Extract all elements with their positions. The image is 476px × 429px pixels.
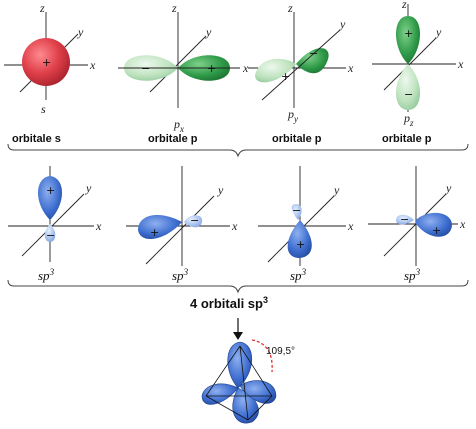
sp3-large-lobe	[38, 176, 62, 220]
sp3-orbital-1-panel: + − y x	[8, 166, 102, 262]
y-axis-label: y	[333, 183, 340, 197]
z-axis-label: z	[171, 1, 177, 15]
minus-sign: −	[400, 213, 409, 226]
x-axis-label: x	[347, 61, 354, 75]
px-orbital-panel: − + z y x px	[118, 1, 249, 134]
py-orbital-panel: − + z y x py	[248, 1, 354, 124]
plus-sign: +	[207, 62, 216, 75]
plus-sign: +	[404, 27, 413, 40]
sp3-orbital-2-panel: + − y x	[126, 166, 238, 266]
py-negative-lobe	[296, 48, 329, 74]
bond-angle-arc	[251, 339, 273, 373]
summary-title: 4 orbitali sp3	[190, 295, 268, 311]
sp3-orbital-4-panel: + − y x	[368, 166, 466, 266]
minus-sign: −	[309, 47, 318, 60]
top-brace	[7, 143, 469, 158]
y-axis-label: y	[217, 183, 224, 197]
z-axis-label: z	[401, 0, 407, 11]
minus-sign: −	[141, 62, 150, 75]
pz-negative-lobe	[396, 64, 420, 110]
x-axis-label: x	[89, 58, 96, 72]
down-arrow	[233, 318, 243, 340]
sp3-label-2: sp3	[172, 267, 189, 283]
y-axis-label: y	[445, 181, 452, 195]
minus-sign: −	[46, 229, 55, 242]
sp3-label-3: sp3	[290, 267, 307, 283]
sp3-small-lobe	[44, 224, 56, 242]
x-axis-label: x	[459, 217, 466, 231]
y-axis-label: y	[435, 25, 442, 39]
minus-sign: −	[190, 214, 199, 227]
z-axis-label: z	[39, 1, 45, 15]
sp3-orbital-3-panel: + − y x	[258, 166, 354, 266]
sp3-large-lobe	[287, 220, 312, 258]
sp3-label-4: sp3	[404, 267, 421, 283]
x-axis-label: x	[231, 219, 238, 233]
orbital-subscript-py: py	[287, 107, 298, 124]
plus-sign: +	[432, 224, 441, 237]
z-axis-label: z	[287, 1, 293, 15]
minus-sign: −	[292, 204, 301, 217]
sp3-large-lobe	[138, 215, 182, 240]
sp3-small-lobe	[184, 215, 203, 228]
s-orbital-sphere	[22, 38, 70, 86]
plus-sign: +	[296, 238, 305, 251]
s-orbital-panel: + z y x s	[4, 1, 96, 116]
sp3-small-lobe	[291, 204, 302, 220]
label-orbitale-s: orbitale s	[12, 133, 61, 145]
x-axis-label: x	[242, 61, 249, 75]
plus-sign: +	[42, 56, 51, 69]
y-axis-label: y	[205, 25, 212, 39]
plus-sign: +	[281, 70, 290, 83]
y-axis-label: y	[77, 25, 84, 39]
sp3-large-lobe	[416, 212, 452, 237]
plus-sign: +	[150, 226, 159, 239]
pz-positive-lobe	[396, 16, 420, 64]
bond-angle-label: 109,5°	[266, 346, 295, 357]
x-axis-label: x	[347, 219, 354, 233]
x-axis-label: x	[457, 57, 464, 71]
sp3-small-lobe	[396, 214, 414, 225]
pz-orbital-panel: + − z y x pz	[372, 0, 464, 128]
orbital-subscript-s: s	[41, 102, 46, 116]
bottom-brace	[7, 279, 469, 294]
y-axis-label: y	[85, 181, 92, 195]
label-orbitale-px: orbitale p	[148, 133, 198, 145]
x-axis-label: x	[95, 219, 102, 233]
sp3-label-1: sp3	[38, 267, 55, 283]
tetrahedral-sp3-orbitals	[201, 341, 277, 424]
y-axis-label: y	[339, 17, 346, 31]
orbital-subscript-px: px	[173, 117, 184, 134]
orbital-subscript-pz: pz	[403, 111, 414, 128]
label-orbitale-pz: orbitale p	[382, 133, 432, 145]
py-positive-lobe	[255, 58, 296, 83]
plus-sign: +	[46, 184, 55, 197]
label-orbitale-py: orbitale p	[272, 133, 322, 145]
minus-sign: −	[404, 88, 413, 101]
